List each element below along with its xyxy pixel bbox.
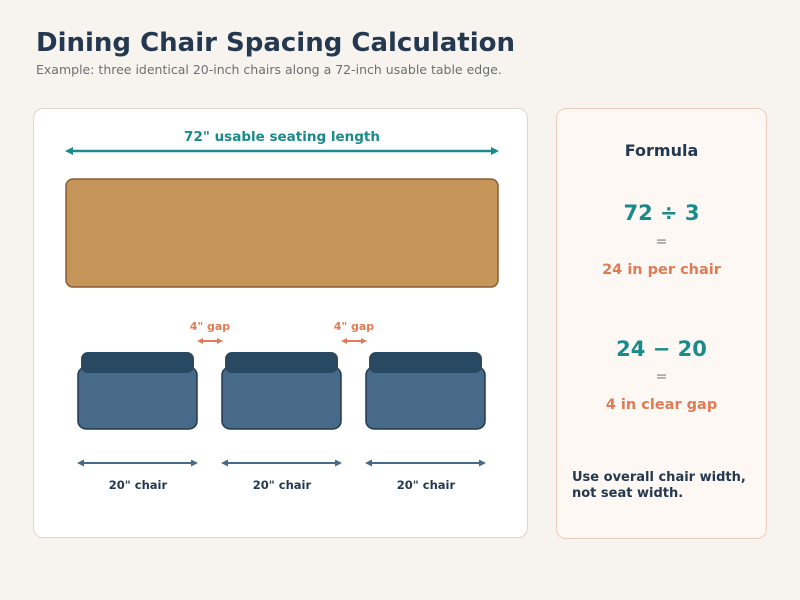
formula-result: 24 in per chair: [602, 262, 721, 278]
formula-result: 4 in clear gap: [605, 397, 718, 413]
equals-sign: =: [655, 369, 668, 385]
chair: 20" chair: [77, 352, 198, 492]
chair-back: [225, 352, 338, 373]
chair-seat: [221, 366, 342, 430]
chair: 20" chair: [221, 352, 342, 492]
chair-seat: [365, 366, 486, 430]
equals-sign: =: [655, 234, 668, 250]
page-title: Dining Chair Spacing Calculation: [36, 28, 516, 58]
chair-back: [81, 352, 194, 373]
table-length-label: 72" usable seating length: [184, 129, 380, 145]
chair: 20" chair: [365, 352, 486, 492]
formula-expression: 72 ÷ 3: [623, 201, 700, 225]
gap-label: 4" gap: [334, 320, 375, 333]
chair-back: [369, 352, 482, 373]
chair-label: 20" chair: [253, 478, 312, 492]
gap-indicator: 4" gap: [334, 320, 375, 344]
diagram-card: 72" usable seating length 4" gap 4" gap …: [33, 108, 528, 538]
formula-note: Use overall chair width, not seat width.: [572, 470, 746, 501]
chair-label: 20" chair: [397, 478, 456, 492]
gap-indicator: 4" gap: [190, 320, 231, 344]
formula-expression: 24 − 20: [616, 337, 707, 361]
page-subtitle: Example: three identical 20-inch chairs …: [36, 62, 502, 77]
spacing-diagram: 72" usable seating length 4" gap 4" gap …: [65, 129, 499, 492]
formula-title: Formula: [624, 141, 699, 160]
chair-label: 20" chair: [109, 478, 168, 492]
chair-seat: [77, 366, 198, 430]
table-top: [65, 178, 499, 288]
formula-card: Formula 72 ÷ 3 = 24 in per chair 24 − 20…: [556, 108, 767, 539]
gap-label: 4" gap: [190, 320, 231, 333]
table-length-dimension: 72" usable seating length: [65, 129, 499, 155]
